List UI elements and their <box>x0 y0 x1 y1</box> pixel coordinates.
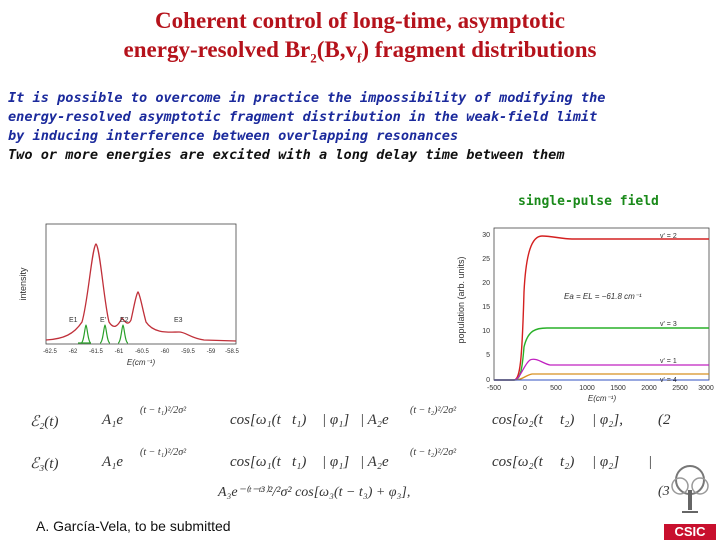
spectrum-ylabel: intensity <box>18 267 28 301</box>
spectrum-frame <box>45 223 237 345</box>
curve-v3 <box>494 327 709 381</box>
figure-caption: single-pulse field <box>518 194 659 209</box>
population-xtick: 1500 <box>610 385 626 392</box>
eq1-t2: t₂) <box>560 412 575 428</box>
eq2-a1: A₁e <box>102 454 124 470</box>
population-xtick: 2500 <box>672 385 688 392</box>
title-sub-1: 2 <box>310 50 317 66</box>
population-xtick: 3000 <box>698 385 714 392</box>
title-line-2: energy-resolved Br2(B,vf) fragment distr… <box>0 35 720 73</box>
population-xtick: 0 <box>523 385 527 392</box>
title-line-2-mid: (B,v <box>316 37 357 62</box>
eq2-phi1: | φ₁] <box>322 454 350 470</box>
population-xtick: 1000 <box>579 385 595 392</box>
equation-2: ℰ₃(t) A₁e (t − t₁)²/2σ² cos[ω₁(t t₁) | φ… <box>30 447 670 478</box>
population-plot: population (arb. units) 0 5 10 15 20 25 … <box>456 227 714 403</box>
eq2-t1: t₁) <box>292 454 307 470</box>
eq2-exp2: (t − t₂)²/2σ² <box>410 447 457 458</box>
eq2-a2: | A₂e <box>360 454 389 470</box>
title-line-2-prefix: energy-resolved Br <box>123 37 311 62</box>
title-sub-2: f <box>357 50 362 66</box>
eq1-phi2: | φ₂], <box>592 412 623 428</box>
author-credit: A. García-Vela, to be submitted <box>36 518 231 534</box>
eq2-phi2: | φ₂] <box>592 454 620 470</box>
population-ytick: 5 <box>486 352 490 359</box>
equation-3: A₃e⁻⁽ᵗ⁻ᵗ³⁾²/²σ² cos[ω₃(t − t₃) + φ₃], <box>218 485 411 500</box>
curve-label-v1: v' = 1 <box>660 358 677 365</box>
eq2-exp1: (t − t₁)²/2σ² <box>140 447 187 458</box>
population-annotation: Ea = EL = −61.8 cm⁻¹ <box>564 292 642 301</box>
population-xtick: 500 <box>550 385 562 392</box>
population-ytick: 10 <box>482 328 490 335</box>
eq2-cos2: cos[ω₂(t <box>492 454 543 470</box>
body-line-2: energy-resolved asymptotic fragment dist… <box>8 109 598 125</box>
body-line-3: by inducing interference between overlap… <box>8 128 459 144</box>
eq1-a2: | A₂e <box>360 412 389 428</box>
eq2-lhs: ℰ₃(t) <box>30 456 59 472</box>
spectrum-xtick: -59.5 <box>181 349 195 355</box>
body-text: It is possible to overcome in practice t… <box>8 89 718 165</box>
body-line-1: It is possible to overcome in practice t… <box>8 90 606 106</box>
pulse-e1 <box>78 324 92 344</box>
population-ytick: 20 <box>482 280 490 287</box>
population-xlabel: E(cm⁻¹) <box>588 394 617 403</box>
population-ytick: 0 <box>486 377 490 384</box>
tree-icon <box>671 465 709 513</box>
peak-label-eprime: E' <box>100 317 106 324</box>
spectrum-xlabel: E(cm⁻¹) <box>127 358 156 367</box>
population-frame <box>493 227 710 381</box>
peak-label-e3: E3 <box>174 317 183 324</box>
curve-label-v3: v' = 3 <box>660 321 677 328</box>
body-line-4: Two or more energies are excited with a … <box>8 147 565 163</box>
spectrum-xtick: -62 <box>69 349 78 355</box>
peak-label-e1: E1 <box>69 317 78 324</box>
pulse-e2 <box>117 324 129 344</box>
eq2-t2: t₂) <box>560 454 575 470</box>
curve-v1 <box>494 358 709 381</box>
spectrum-xtick: -58.5 <box>225 349 239 355</box>
equation-1: ℰ₂(t) A₁e (t − t₁)²/2σ² cos[ω₁(t t₁) | φ… <box>30 405 671 436</box>
eq1-a1: A₁e <box>102 412 124 428</box>
peak-label-e2: E2 <box>120 317 129 324</box>
eq1-cos2: cos[ω₂(t <box>492 412 543 428</box>
eq1-t1: t₁) <box>292 412 307 428</box>
spectrum-xtick: -60 <box>161 349 170 355</box>
population-xtick: 2000 <box>641 385 657 392</box>
eq1-cos1: cos[ω₁(t <box>230 412 281 428</box>
curve-label-v4: v' = 4 <box>660 377 677 384</box>
spectrum-xtick: -61 <box>115 349 124 355</box>
spectrum-xtick: -62.5 <box>43 349 57 355</box>
eq2-plus: | <box>648 454 653 470</box>
title-line-1: Coherent control of long-time, asymptoti… <box>155 8 565 33</box>
logo-text: CSIC <box>664 524 716 540</box>
pulse-eprime <box>99 324 111 344</box>
page-title: Coherent control of long-time, asymptoti… <box>0 6 720 73</box>
curve-v2 <box>494 235 709 381</box>
eq2-cos1: cos[ω₁(t <box>230 454 281 470</box>
population-ylabel: population (arb. units) <box>456 256 466 343</box>
spectrum-plot: intensity E1 E' E2 E3 -62.5 -62 -61.5 -6… <box>18 223 239 367</box>
population-ytick: 30 <box>482 232 490 239</box>
eq1-number: (2 <box>658 412 671 428</box>
spectrum-xtick: -60.5 <box>135 349 149 355</box>
eq1-lhs: ℰ₂(t) <box>30 414 59 430</box>
equation-3-number: (3 <box>658 484 670 499</box>
eq1-phi1: | φ₁] <box>322 412 350 428</box>
spectrum-xtick: -61.5 <box>89 349 103 355</box>
spectrum-curve <box>45 243 237 342</box>
population-ytick: 15 <box>482 304 490 311</box>
title-line-2-suffix: ) fragment distributions <box>361 37 597 62</box>
eq1-exp2: (t − t₂)²/2σ² <box>410 405 457 416</box>
curve-v4 <box>494 373 709 381</box>
population-xtick: -500 <box>487 385 501 392</box>
spectrum-xtick: -59 <box>207 349 216 355</box>
csic-logo: CSIC <box>664 462 716 540</box>
eq1-exp1: (t − t₁)²/2σ² <box>140 405 187 416</box>
population-ytick: 25 <box>482 256 490 263</box>
curve-label-v2: v' = 2 <box>660 233 677 240</box>
